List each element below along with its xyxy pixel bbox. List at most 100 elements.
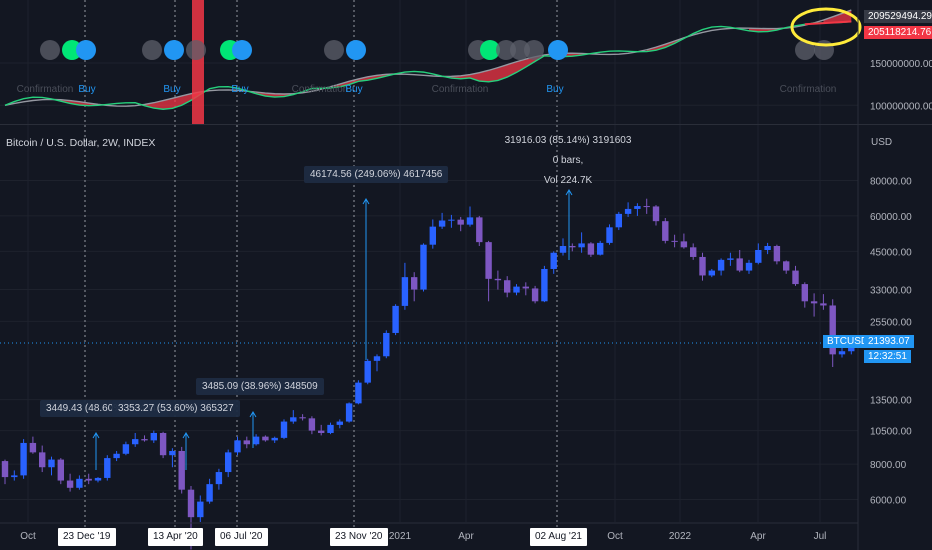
- candle-body: [11, 475, 18, 478]
- x-tick-label: Oct: [20, 531, 36, 542]
- signal-label: Buy: [163, 84, 180, 95]
- last-price-value: 21393.07: [864, 335, 914, 348]
- candle-body: [838, 351, 846, 355]
- candle-body: [66, 480, 74, 488]
- signal-dot: [324, 40, 344, 60]
- candle-body: [197, 501, 204, 518]
- y-tick-label: 60000.00: [870, 212, 912, 223]
- measurement-arrows: [92, 189, 573, 470]
- x-tick-label: 2022: [669, 531, 692, 542]
- candle-body: [522, 286, 529, 289]
- candle-body: [764, 246, 771, 250]
- candle-body: [587, 243, 595, 255]
- candle-body: [727, 258, 734, 260]
- signal-label: Buy: [546, 84, 563, 95]
- measure-arrowhead: [249, 411, 257, 418]
- candle-body: [541, 268, 548, 302]
- signal-dot: [346, 40, 366, 60]
- candle-body: [169, 450, 176, 456]
- candle-body: [810, 301, 818, 304]
- candle-body: [225, 452, 232, 473]
- y-tick-label: 13500.00: [870, 396, 912, 407]
- candle-body: [336, 421, 343, 425]
- candle-body: [671, 240, 678, 242]
- candlestick-series[interactable]: [1, 198, 855, 550]
- candle-body: [94, 477, 102, 481]
- candle-body: [1, 461, 9, 478]
- measurement-label[interactable]: 46174.56 (249.06%) 4617456: [304, 166, 449, 183]
- signal-label: Confirmation: [780, 84, 837, 95]
- candle-body: [662, 221, 669, 241]
- candle-body: [792, 270, 799, 285]
- measurement-label-plain[interactable]: 31916.03 (85.14%) 3191603 0 bars, Vol 22…: [498, 131, 638, 191]
- candle-body: [783, 261, 790, 271]
- candle-body: [39, 452, 46, 468]
- candle-body: [113, 453, 120, 459]
- candle-body: [643, 206, 650, 208]
- date-marker[interactable]: 23 Dec '19: [58, 528, 116, 546]
- candle-body: [392, 305, 399, 333]
- candle-body: [634, 206, 641, 209]
- signal-label: Buy: [78, 84, 95, 95]
- date-marker[interactable]: 13 Apr '20: [148, 528, 203, 546]
- signal-dot: [142, 40, 162, 60]
- date-marker[interactable]: 06 Jul '20: [215, 528, 268, 546]
- candle-body: [550, 252, 557, 269]
- candle-body: [141, 439, 148, 441]
- candle-body: [466, 217, 474, 225]
- candle-body: [504, 280, 511, 293]
- y-tick-label: 80000.00: [870, 176, 912, 187]
- candle-body: [717, 259, 725, 271]
- candle-body: [159, 432, 167, 456]
- date-marker[interactable]: 02 Aug '21: [530, 528, 587, 546]
- measure-arrowhead: [182, 432, 190, 439]
- indicator-price-tag-slow: 205118214.76: [864, 26, 932, 39]
- signal-dot: [232, 40, 252, 60]
- signal-dot: [795, 40, 815, 60]
- candle-body: [252, 436, 260, 445]
- measurement-label[interactable]: 3353.27 (53.60%) 365327: [112, 400, 240, 417]
- candle-body: [122, 444, 130, 454]
- price-axis[interactable]: 80000.00 60000.00 45000.00 33000.00 25500.00…: [857, 0, 912, 550]
- x-tick-label: 2021: [389, 531, 412, 542]
- x-tick-label: Oct: [607, 531, 623, 542]
- time-axis[interactable]: Oct 2021 Apr Oct 2022 Apr Jul: [0, 522, 858, 542]
- candle-body: [290, 417, 297, 422]
- candle-body: [438, 220, 446, 227]
- candle-body: [606, 227, 613, 243]
- candle-body: [820, 303, 827, 306]
- candle-body: [708, 270, 715, 276]
- last-price-countdown: 12:32:51: [864, 350, 911, 363]
- candle-body: [773, 246, 781, 262]
- candle-body: [280, 421, 288, 438]
- measurement-line: 31916.03 (85.14%) 3191603: [504, 135, 632, 146]
- candle-body: [485, 242, 492, 279]
- indicator-price-tag-fast: 209529494.29: [864, 10, 932, 23]
- indicator-y-tick-label: 100000000.00: [870, 101, 932, 112]
- candle-body: [457, 219, 464, 225]
- candle-body: [624, 208, 632, 214]
- indicator-fast-line: [4, 20, 852, 110]
- candle-body: [234, 440, 241, 453]
- measure-arrowhead: [362, 198, 370, 205]
- candle-body: [215, 472, 223, 485]
- highlight-ellipse: [790, 7, 862, 47]
- candle-body: [206, 484, 213, 502]
- measurement-label[interactable]: 3485.09 (38.96%) 348509: [196, 378, 324, 395]
- candle-body: [801, 284, 808, 302]
- y-tick-label: 45000.00: [870, 247, 912, 258]
- candle-body: [132, 439, 139, 445]
- pane-divider[interactable]: [0, 124, 932, 125]
- signal-dot: [62, 40, 82, 60]
- signal-dot: [164, 40, 184, 60]
- y-tick-label: 25500.00: [870, 317, 912, 328]
- date-marker[interactable]: 23 Nov '20: [330, 528, 388, 546]
- indicator-slow-line: [4, 9, 852, 107]
- candle-body: [29, 442, 37, 453]
- candle-body: [578, 243, 585, 248]
- symbol-title[interactable]: Bitcoin / U.S. Dollar, 2W, INDEX: [6, 137, 156, 149]
- y-tick-label: 33000.00: [870, 286, 912, 297]
- y-tick-label: 10500.00: [870, 427, 912, 438]
